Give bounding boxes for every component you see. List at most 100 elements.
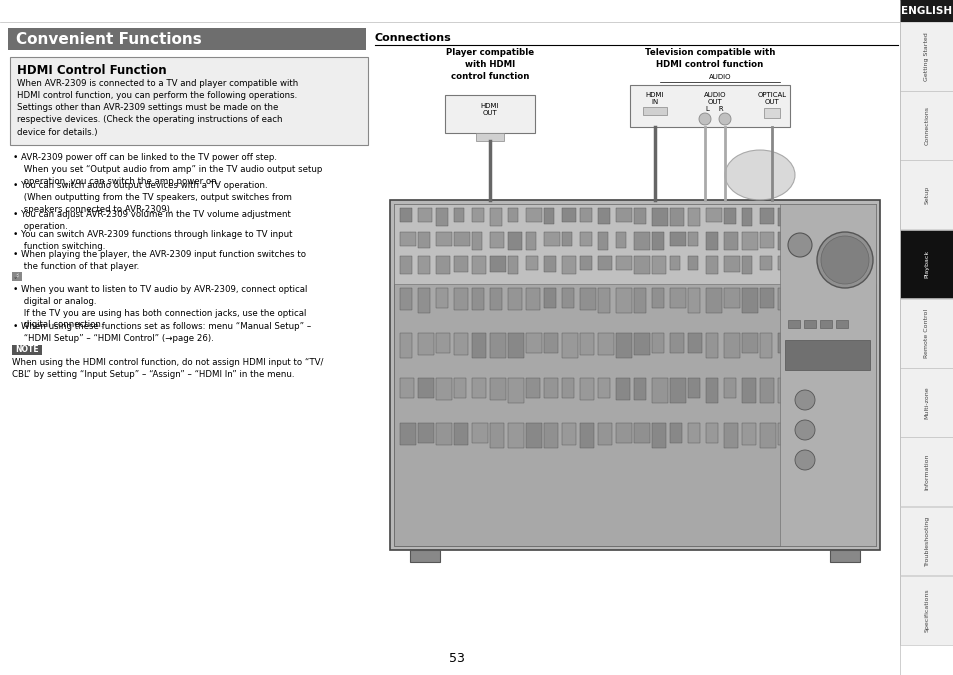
Bar — [472, 232, 481, 250]
Bar — [543, 378, 558, 398]
Bar — [741, 208, 751, 226]
Bar — [899, 368, 953, 437]
Bar — [741, 378, 755, 403]
Bar — [669, 256, 679, 270]
Text: OUT: OUT — [482, 110, 497, 116]
Bar — [454, 288, 468, 310]
Ellipse shape — [724, 150, 794, 200]
Circle shape — [794, 420, 814, 440]
Bar — [507, 232, 521, 250]
Text: OUT: OUT — [707, 99, 721, 105]
Bar — [669, 423, 681, 443]
Text: AUDIO: AUDIO — [703, 92, 725, 98]
Bar — [579, 378, 594, 400]
Bar — [410, 550, 439, 562]
Bar — [787, 320, 800, 328]
Bar — [705, 232, 718, 250]
Bar — [454, 208, 463, 222]
Bar — [616, 256, 631, 270]
Bar — [390, 200, 879, 550]
Bar — [651, 333, 663, 353]
Bar — [472, 256, 485, 274]
Bar — [417, 208, 432, 222]
Bar — [525, 378, 539, 398]
Bar — [795, 256, 809, 270]
Bar — [399, 378, 414, 398]
Bar — [760, 208, 773, 224]
Bar — [778, 333, 793, 353]
Bar — [525, 232, 536, 250]
Bar — [831, 232, 843, 246]
Bar — [899, 161, 953, 230]
Bar — [417, 333, 434, 355]
Bar — [417, 423, 434, 443]
Bar — [399, 333, 412, 358]
Bar — [687, 378, 700, 398]
Bar — [399, 288, 412, 310]
Text: You can switch AVR-2309 functions through linkage to TV input
 function switchin: You can switch AVR-2309 functions throug… — [21, 230, 293, 251]
Bar — [723, 232, 738, 250]
Bar — [561, 232, 572, 246]
Bar — [831, 208, 841, 224]
Bar — [394, 204, 875, 284]
Bar — [723, 333, 740, 358]
Text: Remote Control: Remote Control — [923, 309, 928, 358]
Bar — [778, 423, 791, 445]
Bar — [778, 288, 789, 310]
Bar — [831, 423, 843, 448]
Bar — [651, 232, 663, 250]
Bar — [507, 333, 523, 358]
Bar — [507, 208, 517, 222]
Text: •: • — [13, 285, 18, 294]
Bar — [669, 232, 685, 246]
Bar — [803, 320, 815, 328]
Text: Connections: Connections — [923, 107, 928, 145]
Text: When AVR-2309 is connected to a TV and player compatible with
HDMI control funct: When AVR-2309 is connected to a TV and p… — [17, 79, 298, 136]
Bar — [651, 208, 667, 226]
Bar — [705, 256, 718, 274]
Bar — [507, 423, 523, 448]
Bar — [899, 299, 953, 368]
Bar — [741, 333, 758, 353]
Text: When using the HDMI control function, do not assign HDMI input to “TV/
CBL” by s: When using the HDMI control function, do… — [12, 358, 323, 379]
Text: You can switch audio output devices with a TV operation.
 (When outputting from : You can switch audio output devices with… — [21, 182, 292, 214]
Bar — [669, 333, 683, 353]
Bar — [723, 378, 735, 398]
Bar — [579, 423, 594, 448]
Bar — [399, 232, 416, 246]
Bar — [399, 208, 412, 222]
Bar — [763, 108, 780, 118]
Bar — [642, 107, 666, 115]
Bar — [669, 378, 685, 403]
Text: OUT: OUT — [763, 99, 779, 105]
Bar — [687, 423, 700, 443]
Bar — [723, 288, 740, 308]
Bar — [795, 232, 805, 246]
Bar — [813, 378, 825, 403]
Bar — [795, 333, 811, 358]
Bar — [561, 333, 578, 358]
Bar — [525, 208, 541, 222]
Text: ENGLISH: ENGLISH — [901, 6, 951, 16]
Bar — [820, 320, 831, 328]
Text: •: • — [13, 182, 18, 190]
Bar — [543, 208, 554, 224]
Bar — [616, 288, 631, 313]
Bar — [444, 95, 535, 133]
Bar — [760, 232, 773, 248]
Bar — [490, 288, 501, 310]
Circle shape — [816, 232, 872, 288]
Bar — [417, 232, 430, 248]
Bar — [723, 423, 738, 448]
Bar — [634, 378, 645, 400]
Bar — [616, 232, 625, 248]
Text: •: • — [13, 210, 18, 219]
Text: ♯: ♯ — [15, 273, 19, 279]
Text: Connections: Connections — [375, 33, 452, 43]
Bar — [813, 423, 825, 445]
Bar — [579, 208, 592, 222]
Bar — [417, 256, 430, 274]
Bar — [795, 378, 809, 398]
Bar — [507, 256, 517, 274]
Bar — [813, 208, 827, 222]
